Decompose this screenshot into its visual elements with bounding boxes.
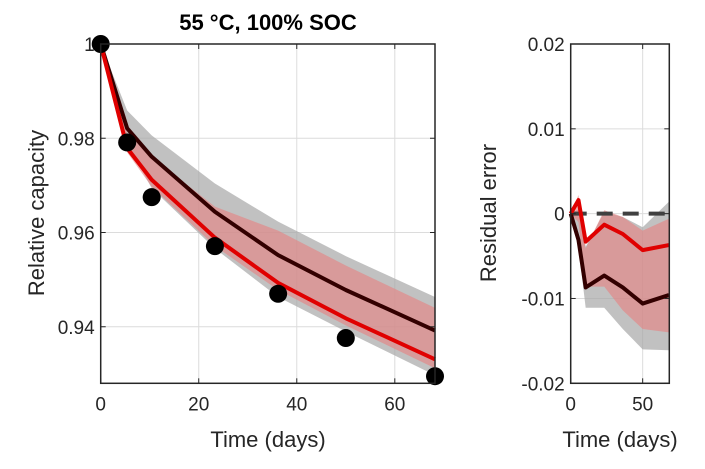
y-tick-label: 0.96 bbox=[58, 224, 95, 245]
right-axes: 0 50 0.02 0.01 0 -0.01 -0.02 bbox=[521, 35, 671, 415]
y-tick-label: 1 bbox=[84, 35, 95, 56]
left-x-axis-label: Time (days) bbox=[210, 427, 325, 452]
chart-title: 55 °C, 100% SOC bbox=[179, 10, 357, 35]
y-tick-label: 0.98 bbox=[58, 129, 95, 150]
series-line-1 bbox=[568, 213, 670, 306]
left-axes: 0 20 40 60 1 0.98 0.96 0.94 bbox=[58, 35, 444, 415]
y-tick-label: -0.02 bbox=[521, 374, 564, 395]
series-line-1 bbox=[98, 43, 436, 333]
x-tick-label: 60 bbox=[384, 394, 405, 415]
data-point bbox=[336, 329, 355, 348]
axes-box bbox=[99, 43, 436, 385]
right-x-axis-label: Time (days) bbox=[562, 427, 677, 452]
y-tick-label: 0.94 bbox=[58, 318, 95, 339]
data-point bbox=[142, 188, 161, 207]
left-y-axis-label: Relative capacity bbox=[24, 130, 49, 296]
y-tick-label: 0.02 bbox=[528, 35, 565, 56]
x-tick-label: 0 bbox=[565, 394, 576, 415]
y-tick-label: -0.01 bbox=[521, 289, 564, 310]
uncertainty-band-2 bbox=[570, 194, 669, 333]
uncertainty-band-2 bbox=[100, 44, 435, 369]
data-point bbox=[205, 237, 224, 256]
y-tick-label: 0 bbox=[554, 205, 565, 226]
x-tick-label: 0 bbox=[95, 394, 106, 415]
series-line-2 bbox=[568, 198, 670, 253]
data-point bbox=[269, 284, 288, 303]
y-tick-label: 0.01 bbox=[528, 120, 565, 141]
x-tick-label: 20 bbox=[188, 394, 209, 415]
right-y-axis-label: Residual error bbox=[476, 144, 501, 282]
x-tick-label: 40 bbox=[286, 394, 307, 415]
x-tick-label: 50 bbox=[632, 394, 653, 415]
data-point bbox=[118, 133, 137, 152]
